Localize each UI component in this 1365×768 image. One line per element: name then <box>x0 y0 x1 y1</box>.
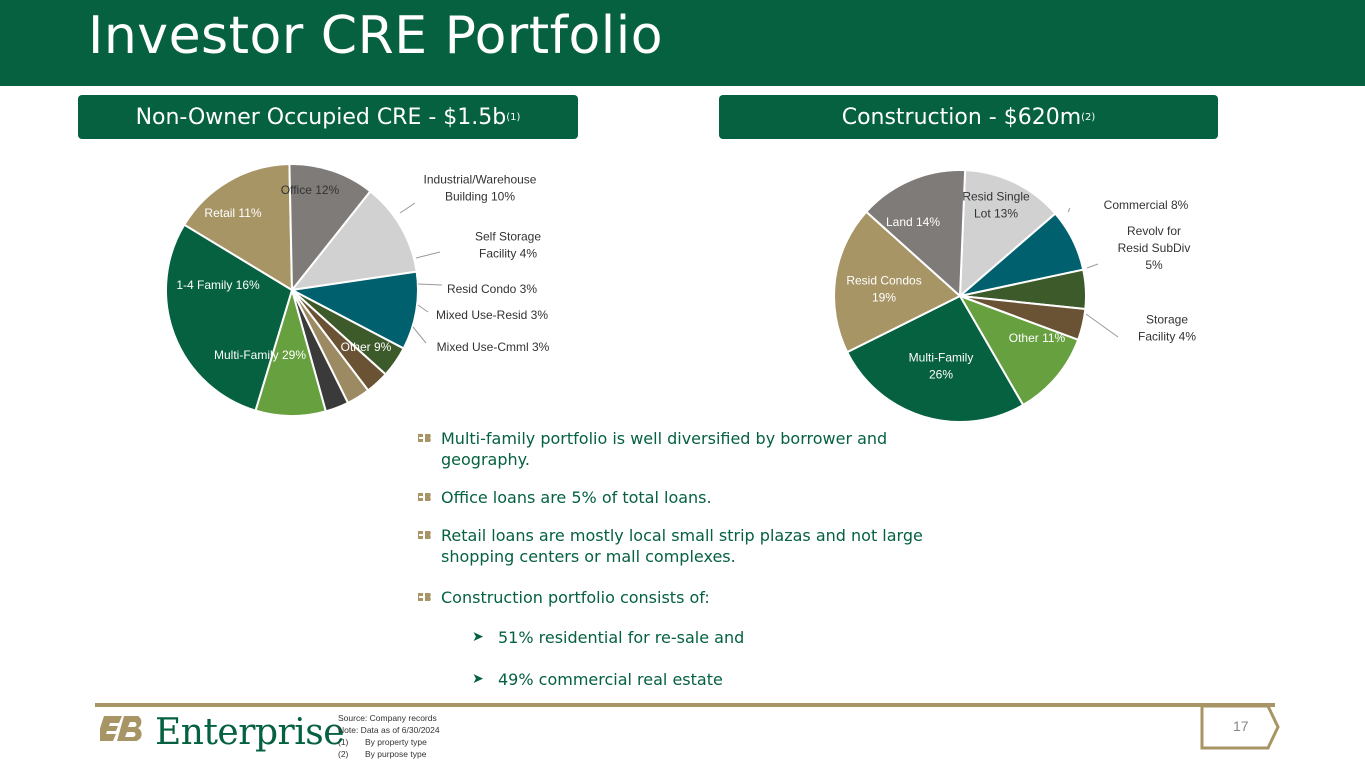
sub-bullet-item: ➤ 49% commercial real estate <box>416 669 936 690</box>
bank-logo-icon <box>418 593 431 601</box>
slice-label: Industrial/Warehouse Building 10% <box>424 173 537 204</box>
bullet-item: Construction portfolio consists of: <box>416 587 936 608</box>
bank-logo-icon <box>418 434 431 442</box>
pie-slice <box>288 270 419 350</box>
slice-label: Other 9% <box>341 340 392 354</box>
slice-label: Resid Condos 19% <box>846 274 921 305</box>
leader-line <box>1085 313 1119 338</box>
panel-header-label: Construction - $620m <box>841 104 1082 130</box>
page-number-tab <box>1200 704 1280 750</box>
bullet-text: Multi-family portfolio is well diversifi… <box>441 429 888 469</box>
leader-line <box>1086 263 1099 269</box>
pie-slice <box>845 294 1025 423</box>
slice-label: Multi-Family 29% <box>214 348 306 362</box>
panel-header-non-owner-occupied: Non-Owner Occupied CRE - $1.5b (1) <box>78 95 578 139</box>
sub-bullet-text: 49% commercial real estate <box>498 670 723 689</box>
arrowhead-icon: ➤ <box>472 629 484 645</box>
slice-label: Storage Facility 4% <box>1138 313 1196 344</box>
panel-header-label: Non-Owner Occupied CRE - $1.5b <box>135 104 507 130</box>
slice-label: Multi-Family 26% <box>909 351 974 382</box>
pie-slice <box>289 189 418 292</box>
bullet-item: Office loans are 5% of total loans. <box>416 487 936 508</box>
pie-slice <box>958 169 1057 299</box>
footnote-number: (2) <box>338 749 349 759</box>
footnote-text: By purpose type <box>365 749 427 759</box>
footnote-1: (1) By property type <box>338 736 440 748</box>
footnote-number: (1) <box>338 737 349 747</box>
leader-line <box>412 326 427 344</box>
slice-label: Mixed Use-Resid 3% <box>436 308 548 322</box>
leader-line <box>417 304 429 313</box>
slice-label: Resid Single Lot 13% <box>962 190 1030 221</box>
bullet-text: Retail loans are mostly local small stri… <box>441 526 923 566</box>
panel-footnote-marker: (2) <box>1081 111 1096 123</box>
pie-slice <box>864 169 967 299</box>
enterprise-logo-text: Enterprise <box>155 712 345 753</box>
footnote-2: (2) By purpose type <box>338 748 440 760</box>
slice-label: Office 12% <box>281 183 340 197</box>
slice-label: Other 11% <box>1009 331 1066 345</box>
slice-label: Self Storage Facility 4% <box>475 230 541 261</box>
bullet-list: Multi-family portfolio is well diversifi… <box>416 428 936 690</box>
bullet-item: Retail loans are mostly local small stri… <box>416 525 936 567</box>
pie-chart-2: Resid Single Lot 13% Commercial 8% Revolv f… <box>833 169 1196 423</box>
page-number: 17 <box>1233 718 1249 734</box>
bullet-item: Multi-family portfolio is well diversifi… <box>416 428 936 470</box>
bank-logo-icon <box>418 531 431 539</box>
footer-divider <box>95 703 1275 707</box>
pie-chart-1: Office 12% Industrial/Warehouse Building 1… <box>165 163 550 417</box>
footnote-text: By property type <box>365 737 427 747</box>
panel-footnote-marker: (1) <box>506 111 521 123</box>
slice-label: Mixed Use-Cmml 3% <box>437 340 550 354</box>
leader-line <box>417 283 443 286</box>
leader-line <box>399 202 416 214</box>
sub-bullet-text: 51% residential for re-sale and <box>498 628 745 647</box>
slice-label: Retail 11% <box>204 206 261 220</box>
slice-label: Land 14% <box>886 215 940 229</box>
leader-line <box>1067 207 1071 213</box>
footnote-source: Source: Company records <box>338 713 437 723</box>
slice-label: Commercial 8% <box>1104 198 1189 212</box>
footnote-note: Note: Data as of 6/30/2024 <box>338 725 440 735</box>
slice-label: Resid Condo 3% <box>447 282 537 296</box>
pie-slice <box>957 294 1080 407</box>
sub-bullet-item: ➤ 51% residential for re-sale and <box>416 627 936 648</box>
slice-label: 1-4 Family 16% <box>176 278 260 292</box>
bullet-text: Office loans are 5% of total loans. <box>441 488 712 507</box>
pie-slice <box>833 210 962 354</box>
pie-slice <box>288 163 372 293</box>
panel-header-construction: Construction - $620m (2) <box>719 95 1218 139</box>
arrowhead-icon: ➤ <box>472 671 484 687</box>
leader-line <box>415 251 441 259</box>
bullet-text: Construction portfolio consists of: <box>441 588 710 607</box>
enterprise-logo-icon <box>100 716 142 741</box>
title-bar <box>0 0 1365 86</box>
pie-slice <box>182 163 294 292</box>
bank-logo-icon <box>418 493 431 501</box>
footnotes: Source: Company records Note: Data as of… <box>338 712 440 760</box>
page-title: Investor CRE Portfolio <box>88 6 664 66</box>
slice-label: Revolv for Resid SubDiv 5% <box>1118 224 1191 272</box>
